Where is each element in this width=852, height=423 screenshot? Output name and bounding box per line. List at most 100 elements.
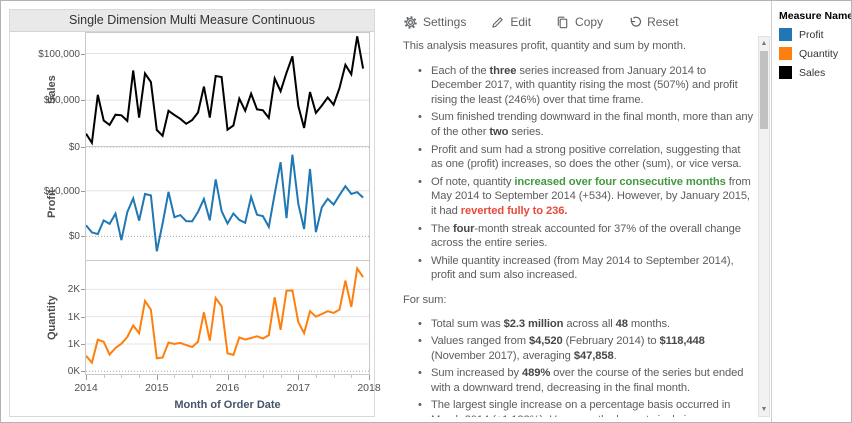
y-tick-mark: [81, 371, 85, 373]
profit-axis-label: Profit: [46, 189, 58, 218]
x-axis-title: Month of Order Date: [174, 399, 281, 411]
x-tick-minor: [192, 375, 194, 378]
legend-items: Profit Quantity Sales: [772, 28, 851, 79]
charts-layer: $0 $50,000 $100,000 Sales $0 $10,000 Profit 0K 1…: [10, 10, 381, 416]
bullet-marker: •: [418, 222, 422, 235]
edit-button[interactable]: Edit: [490, 15, 531, 30]
y-tick-mark: [81, 316, 85, 318]
legend-swatch: [779, 47, 792, 60]
sales-axis-label: Sales: [46, 75, 58, 104]
y-tick-mark: [81, 190, 85, 192]
text-segment: Sum finished trending downward in the fi…: [431, 111, 753, 138]
text-segment: 489%: [521, 367, 551, 380]
x-tick-minor: [103, 375, 105, 378]
profit-chart: [85, 146, 370, 261]
text-segment: series increased from January 2014 to De…: [431, 64, 738, 106]
quantity-chart: [85, 260, 370, 375]
text-segment: $47,858: [573, 349, 614, 362]
x-tick-label: 2018: [357, 382, 381, 394]
scroll-up-arrow-icon[interactable]: ▲: [760, 40, 768, 47]
y-tick-mark: [81, 147, 85, 148]
text-segment: across all: [563, 317, 616, 330]
reset-button[interactable]: Reset: [627, 15, 678, 30]
y-tick-label: $50,000: [43, 95, 80, 107]
x-tick-minor: [245, 375, 247, 378]
settings-button[interactable]: Settings: [403, 15, 466, 30]
bullet-marker: •: [418, 317, 422, 330]
analysis-intro: This analysis measures profit, quantity …: [403, 40, 686, 52]
legend-title: Measure Names: [779, 10, 852, 22]
bullet-marker: •: [418, 111, 422, 124]
y-tick-label: $10,000: [43, 185, 80, 197]
legend-item-quantity[interactable]: Quantity: [779, 47, 851, 60]
x-tick-major: [298, 375, 300, 380]
text-segment: -month streak accounted for 37% of the o…: [431, 222, 741, 250]
text-segment: from May 2014 to September 2014 (+534). …: [431, 175, 751, 217]
text-segment: 48: [615, 317, 628, 330]
scrollbar-thumb[interactable]: [760, 51, 768, 129]
text-segment: $2.3 million: [503, 317, 564, 330]
settings-label: Settings: [423, 15, 467, 29]
quantity-line[interactable]: [85, 265, 364, 365]
analysis-subhead: For sum:: [403, 293, 447, 306]
story-pane: Settings Edit: [397, 9, 771, 417]
analysis-bullet-list-2: • Total sum was $2.3 million across all 4…: [403, 317, 753, 418]
list-item: • Sum finished trending downward in the f…: [403, 110, 753, 139]
list-item: • Profit and sum had a strong positive co…: [403, 143, 753, 172]
bullet-marker: •: [418, 64, 422, 77]
x-tick-major: [156, 375, 158, 380]
analysis-text: This analysis measures profit, quantity …: [403, 39, 753, 417]
legend-item-profit[interactable]: Profit: [779, 28, 851, 41]
list-item: • Each of the three series increased from…: [403, 64, 753, 108]
text-segment: over the course of the series but ended …: [431, 367, 744, 394]
positive-highlight: increased over four consecutive months: [514, 175, 726, 188]
text-segment: Of note, quantity: [431, 175, 515, 188]
sales-chart: [85, 32, 370, 148]
legend-label: Quantity: [799, 47, 839, 60]
text-segment: series.: [508, 125, 544, 138]
x-tick-major: [86, 375, 87, 380]
charts-pane: Single Dimension Multi Measure Continuou…: [9, 9, 381, 417]
y-tick-mark: [81, 53, 85, 55]
x-tick-label: 2016: [215, 382, 240, 394]
y-tick-mark: [81, 289, 85, 291]
sales-line[interactable]: [85, 36, 365, 146]
text-segment: $4,520: [529, 335, 563, 348]
bullet-marker: •: [418, 367, 422, 380]
reset-label: Reset: [647, 15, 679, 29]
x-tick-major: [227, 375, 229, 380]
y-tick-label: 0K: [67, 366, 80, 378]
text-segment: Total sum was: [431, 317, 504, 330]
text-segment: four: [453, 222, 475, 235]
analysis-bullet-list-1: • Each of the three series increased from…: [403, 64, 753, 283]
text-segment: $118,448: [659, 335, 705, 348]
x-tick-minor: [262, 375, 264, 378]
text-segment: While quantity increased (from May 2014 …: [431, 254, 734, 282]
pencil-icon: [490, 15, 505, 30]
text-segment: (February 2014) to: [562, 335, 660, 348]
copy-icon: [555, 15, 570, 30]
text-segment: three: [489, 64, 517, 77]
copy-button[interactable]: Copy: [555, 15, 603, 30]
toolbar: Settings Edit: [403, 11, 678, 33]
y-tick-label: $100,000: [38, 48, 80, 60]
legend-item-sales[interactable]: Sales: [779, 66, 851, 79]
text-segment: Each of the: [431, 64, 490, 77]
bullet-marker: •: [418, 335, 422, 348]
text-segment: The largest single increase on a percent…: [431, 399, 741, 417]
chart-title: Single Dimension Multi Measure Continuou…: [10, 10, 374, 32]
text-segment: Values ranged from: [431, 335, 530, 348]
y-tick-label: $0: [68, 231, 80, 243]
copy-label: Copy: [575, 15, 604, 29]
profit-line[interactable]: [85, 154, 364, 252]
edit-label: Edit: [510, 15, 532, 29]
y-tick-mark: [81, 100, 85, 102]
scroll-down-arrow-icon[interactable]: ▼: [760, 406, 768, 413]
x-tick-label: 2014: [74, 382, 98, 394]
scrollbar[interactable]: ▲ ▼: [758, 36, 770, 417]
gear-icon: [403, 15, 418, 30]
list-item: • The four-month streak accounted for 37%…: [403, 222, 753, 251]
y-tick-mark: [81, 343, 85, 345]
bullet-marker: •: [418, 143, 422, 156]
bullet-marker: •: [418, 399, 422, 412]
